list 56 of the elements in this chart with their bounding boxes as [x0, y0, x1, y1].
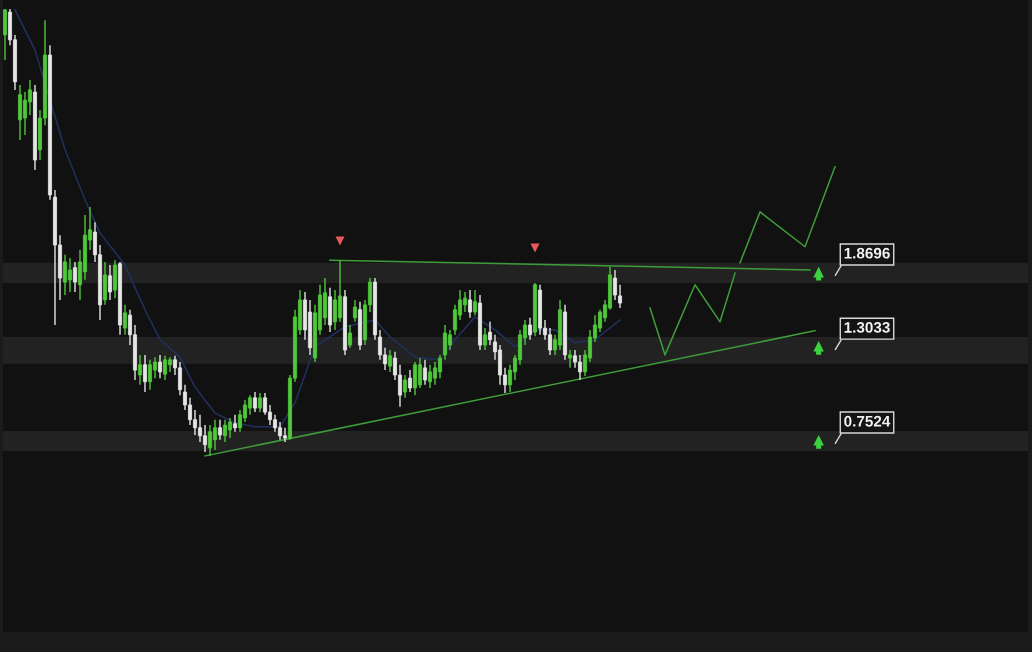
band-label: 1.3033 — [844, 321, 890, 333]
candlestick — [432, 361, 438, 386]
candlestick — [247, 394, 253, 416]
candlestick — [207, 424, 213, 457]
candlestick — [527, 317, 533, 341]
candlestick — [577, 354, 583, 381]
candlestick — [412, 361, 418, 396]
candlestick — [167, 356, 173, 373]
candlestick — [282, 427, 288, 443]
candlestick — [72, 261, 78, 293]
candlestick — [157, 354, 163, 379]
candlestick — [202, 424, 208, 453]
candlestick — [332, 289, 338, 331]
candlestick — [22, 91, 28, 136]
candlestick — [547, 327, 553, 356]
candlestick — [417, 357, 423, 389]
candlestick — [142, 354, 148, 393]
candlestick — [352, 299, 358, 323]
candlestick — [227, 417, 233, 439]
candlestick — [347, 324, 353, 349]
candlestick — [467, 289, 473, 319]
candlestick — [377, 329, 383, 361]
candlestick — [427, 364, 433, 389]
candlestick — [487, 321, 493, 346]
candlestick — [257, 392, 263, 413]
candlestick — [222, 419, 228, 443]
candlestick — [252, 391, 258, 413]
candlestick — [122, 304, 128, 336]
candlestick — [137, 354, 143, 386]
candlestick — [442, 324, 448, 361]
candlestick — [472, 289, 478, 316]
candlestick — [462, 291, 468, 313]
candlestick — [437, 354, 443, 379]
candlestick — [217, 419, 223, 441]
candlestick — [402, 374, 408, 399]
candlestick — [232, 414, 238, 433]
candlestick — [387, 349, 393, 373]
candlestick — [107, 264, 113, 301]
band-label: 0.7524 — [844, 415, 891, 427]
candlestick — [152, 356, 158, 379]
candlestick — [212, 419, 218, 451]
candlestick — [27, 79, 33, 116]
candlestick — [482, 327, 488, 351]
candlestick — [67, 257, 73, 293]
candlestick — [177, 361, 183, 396]
candlestick — [147, 359, 153, 391]
candlestick — [262, 392, 268, 416]
candlestick — [422, 359, 428, 386]
candlestick — [567, 349, 573, 369]
candlestick — [162, 355, 168, 381]
candlestick — [407, 369, 413, 393]
candlestick — [197, 414, 203, 443]
candlestick — [612, 269, 618, 301]
candlestick — [62, 254, 68, 296]
candlestick — [337, 259, 343, 323]
band-label: 1.8696 — [844, 247, 890, 259]
